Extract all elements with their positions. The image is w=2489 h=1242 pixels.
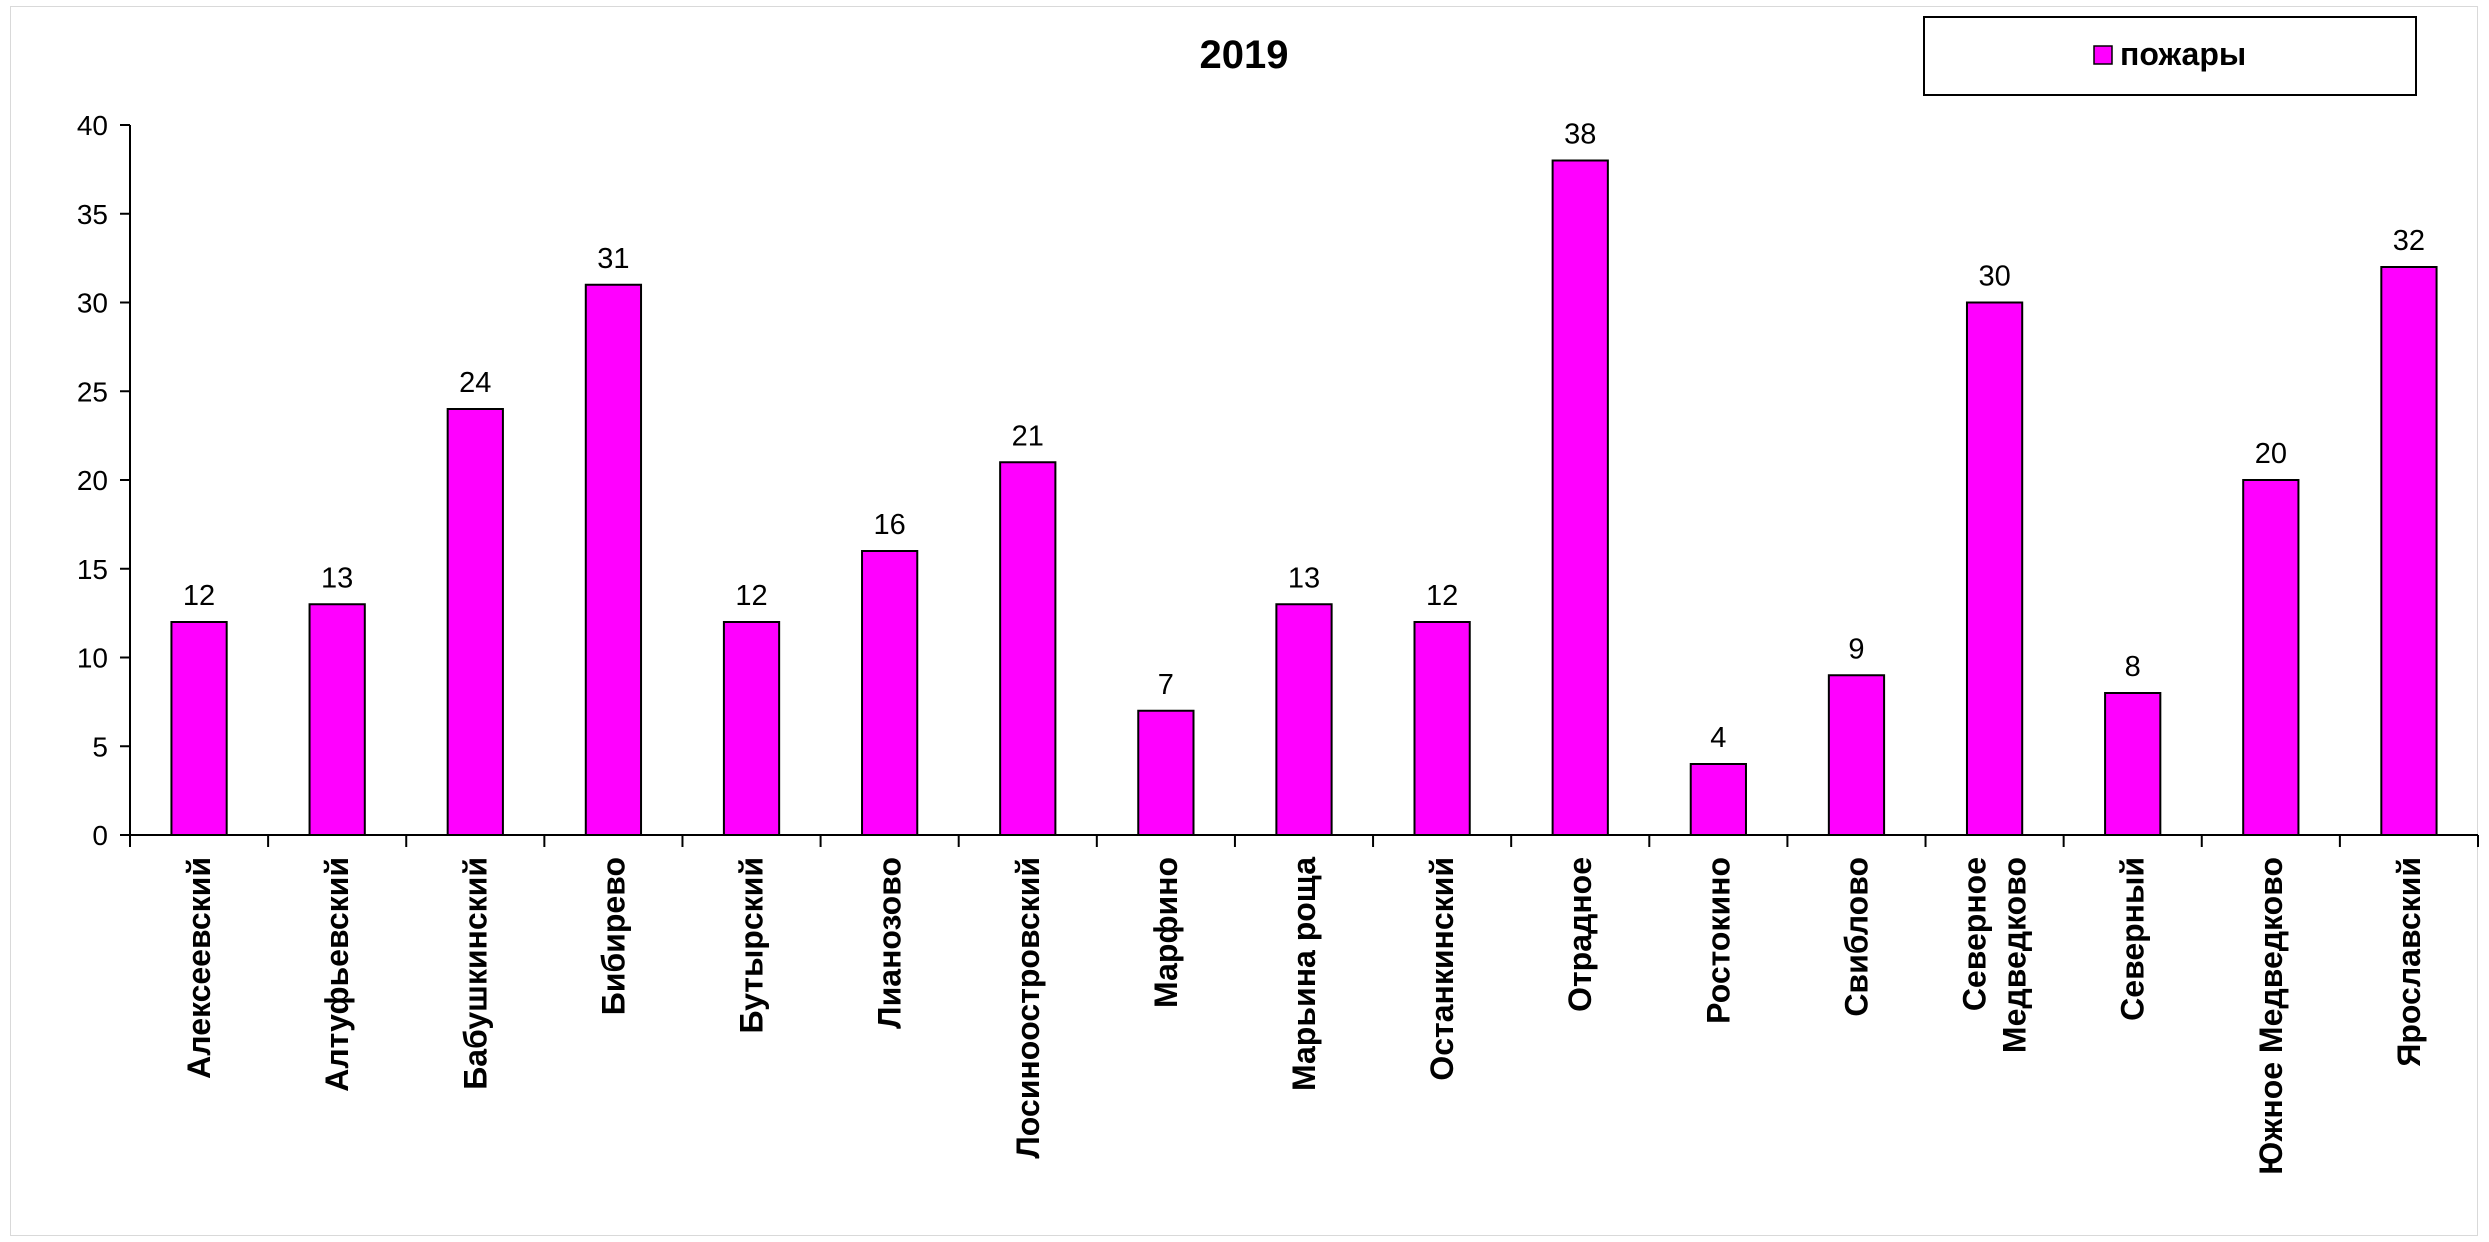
- x-tick-label: Лианозово: [872, 857, 908, 1029]
- bar: [584, 283, 643, 836]
- data-label: 9: [1848, 633, 1864, 665]
- bar: [1551, 159, 1609, 836]
- x-tick-label-line: Бабушкинский: [457, 857, 493, 1090]
- x-tick-label: Бибирево: [595, 857, 631, 1015]
- data-label: 32: [2393, 225, 2425, 257]
- data-label: 13: [321, 562, 353, 594]
- x-tick-label-line: Северный: [2115, 857, 2151, 1021]
- x-tick-label-line: Останкинский: [1424, 857, 1460, 1081]
- x-tick-label: Бабушкинский: [457, 857, 493, 1090]
- data-label: 30: [1978, 261, 2010, 293]
- bar: [1827, 674, 1886, 836]
- x-tick-label-line: Алексеевский: [181, 857, 217, 1079]
- x-tick-label-line: Южное Медведково: [2253, 857, 2289, 1175]
- bar: [446, 408, 504, 836]
- x-tick-label: Северное Медведково: [1957, 857, 2033, 1053]
- bar: [2104, 692, 2162, 836]
- x-tick-label: Северный: [2115, 857, 2151, 1021]
- x-tick-label: Бутырский: [734, 857, 770, 1033]
- chart-title: 2019: [1200, 33, 1289, 77]
- x-tick-label-line: Медведково: [1997, 857, 2033, 1053]
- legend-swatch: [2093, 45, 2113, 65]
- bar: [999, 461, 1057, 836]
- x-tick-label: Отрадное: [1562, 857, 1598, 1012]
- y-tick-label: 40: [77, 110, 108, 141]
- data-label: 21: [1012, 420, 1044, 452]
- bar: [308, 603, 366, 836]
- legend-box: [1923, 16, 2417, 96]
- x-tick-label-line: Лосиноостровский: [1010, 857, 1046, 1159]
- x-tick-label: Марфино: [1148, 857, 1184, 1008]
- x-tick-label-line: Бибирево: [595, 857, 631, 1015]
- legend-label: пожары: [2120, 36, 2246, 72]
- x-tick-label-line: Алтуфьевский: [319, 857, 355, 1092]
- bar: [170, 621, 228, 836]
- data-label: 13: [1288, 562, 1320, 594]
- x-tick-label: Ярославский: [2391, 857, 2427, 1067]
- bar: [1689, 763, 1747, 836]
- bar: [1413, 621, 1471, 836]
- data-label: 16: [874, 509, 906, 541]
- data-label: 12: [1426, 580, 1458, 612]
- x-tick-label: Алтуфьевский: [319, 857, 355, 1092]
- x-tick-label-line: Ярославский: [2391, 857, 2427, 1067]
- x-tick-label: Ростокино: [1700, 857, 1736, 1024]
- data-label: 12: [183, 580, 215, 612]
- bar: [1275, 603, 1333, 836]
- bar: [2380, 266, 2438, 836]
- bar: [861, 550, 919, 836]
- y-tick-label: 25: [77, 376, 108, 407]
- data-label: 31: [597, 243, 629, 275]
- data-label: 12: [735, 580, 767, 612]
- y-tick-label: 20: [77, 465, 108, 496]
- x-tick-label-line: Лианозово: [872, 857, 908, 1029]
- y-tick-label: 5: [92, 731, 108, 762]
- chart-frame: [10, 6, 2478, 1236]
- x-tick-label-line: Отрадное: [1562, 857, 1598, 1012]
- bar: [1137, 709, 1195, 836]
- y-tick-label: 30: [77, 288, 108, 319]
- x-tick-label: Южное Медведково: [2253, 857, 2289, 1175]
- y-tick-label: 0: [92, 820, 108, 851]
- data-label: 38: [1564, 119, 1596, 151]
- x-tick-label-line: Северное: [1957, 857, 1993, 1011]
- x-tick-label: Марьина роща: [1286, 857, 1322, 1091]
- data-label: 7: [1158, 669, 1174, 701]
- legend: пожары: [1923, 16, 2417, 96]
- x-tick-label-line: Марфино: [1148, 857, 1184, 1008]
- data-label: 24: [459, 367, 491, 399]
- x-tick-label: Лосиноостровский: [1010, 857, 1046, 1159]
- bar: [2242, 479, 2300, 836]
- bar: [722, 621, 781, 836]
- y-tick-label: 15: [77, 554, 108, 585]
- data-label: 8: [2125, 651, 2141, 683]
- x-tick-label-line: Свиблово: [1838, 857, 1874, 1017]
- x-tick-label: Останкинский: [1424, 857, 1460, 1081]
- y-tick-label: 10: [77, 643, 108, 674]
- y-tick-label: 35: [77, 199, 108, 230]
- x-tick-label-line: Бутырский: [734, 857, 770, 1033]
- x-tick-label: Свиблово: [1838, 857, 1874, 1017]
- data-label: 20: [2255, 438, 2287, 470]
- data-label: 4: [1710, 722, 1726, 754]
- x-tick-label: Алексеевский: [181, 857, 217, 1079]
- plot-area: 0 5 10 15 20 25 30 35 40 12 Алексеевский 13 Алтуфьев…: [77, 110, 2479, 1175]
- x-tick-label-line: Ростокино: [1700, 857, 1736, 1024]
- bar: [1965, 301, 2024, 836]
- x-tick-label-line: Марьина роща: [1286, 857, 1322, 1091]
